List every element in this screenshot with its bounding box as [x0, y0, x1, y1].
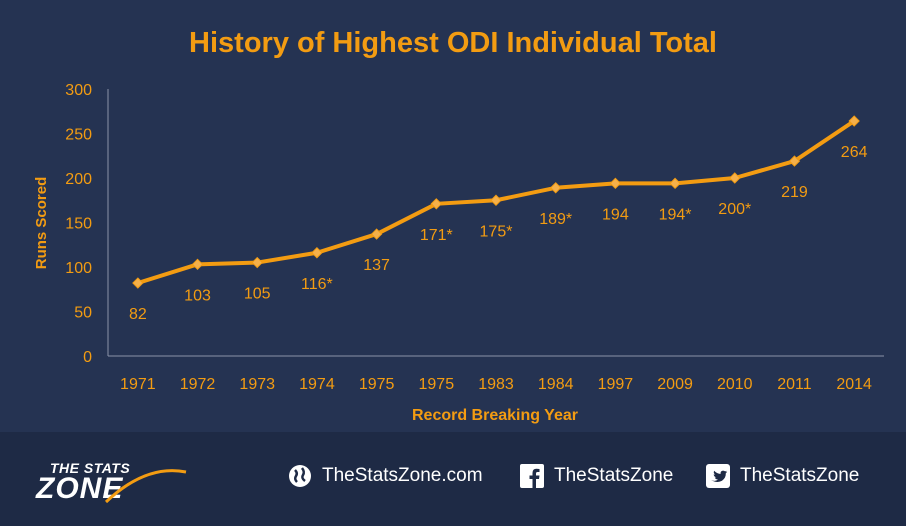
facebook-text: TheStatsZone [554, 465, 674, 486]
facebook-icon [520, 464, 544, 488]
y-tick-label: 300 [65, 82, 92, 99]
x-tick-label: 2011 [777, 376, 812, 393]
facebook-link[interactable]: TheStatsZone [520, 464, 673, 488]
data-point-marker [191, 258, 204, 271]
data-point-marker [132, 277, 144, 289]
data-labels: 82 103 105 116* 137 171* 175* 189* 194 194* 200* 21… [129, 144, 868, 323]
y-axis-label: Runs Scored [33, 177, 50, 270]
chart-panel: History of Highest ODI Individual Total … [0, 0, 906, 432]
x-tick-label: 1972 [180, 376, 216, 393]
data-point-marker [848, 115, 860, 127]
data-point-marker [430, 198, 443, 210]
footer: THE STATS ZONE TheStatsZone.com TheStats… [0, 432, 906, 526]
line-chart: History of Highest ODI Individual Total … [33, 27, 884, 424]
logo-swoosh-icon [104, 469, 187, 504]
data-label: 116* [301, 276, 333, 293]
website-link[interactable]: TheStatsZone.com [288, 464, 483, 488]
y-tick-label: 250 [65, 127, 92, 144]
y-tick-label: 200 [65, 171, 92, 188]
y-tick-label: 100 [65, 260, 92, 277]
data-label: 137 [363, 257, 390, 274]
y-tick-label: 50 [74, 305, 92, 322]
data-point-marker [549, 182, 562, 194]
data-point-marker [311, 247, 323, 259]
x-tick-label: 2014 [836, 376, 872, 393]
data-point-marker [251, 256, 263, 269]
data-label: 200* [718, 201, 751, 218]
data-label: 82 [129, 306, 147, 323]
x-tick-label: 1983 [478, 376, 514, 393]
data-point-marker [669, 177, 681, 190]
x-tick-label: 1974 [299, 376, 335, 393]
x-axis-label: Record Breaking Year [412, 407, 578, 424]
data-label: 189* [539, 211, 572, 228]
globe-icon [289, 465, 311, 487]
x-tick-label: 2009 [657, 376, 693, 393]
website-text: TheStatsZone.com [322, 465, 483, 486]
y-tick-labels: 0 50 100 150 200 250 300 [65, 82, 92, 366]
data-label: 103 [184, 287, 211, 304]
data-label: 219 [781, 184, 808, 201]
y-tick-label: 150 [65, 216, 92, 233]
data-label: 194 [602, 206, 629, 223]
data-point-marker [490, 194, 502, 206]
chart-title: History of Highest ODI Individual Total [189, 27, 717, 59]
stats-zone-logo: THE STATS ZONE [36, 454, 196, 508]
x-tick-label: 1973 [239, 376, 275, 393]
twitter-icon [706, 464, 730, 488]
data-label: 194* [659, 206, 692, 223]
logo-top-text: THE STATS [50, 460, 131, 476]
x-tick-labels: 1971 1972 1973 1974 1975 1975 1983 1984 1997 2009… [120, 376, 872, 393]
twitter-link[interactable]: TheStatsZone [706, 464, 859, 488]
data-point-marker [729, 172, 741, 184]
data-point-marker [609, 177, 622, 190]
data-label: 264 [841, 144, 868, 161]
twitter-text: TheStatsZone [740, 465, 860, 486]
x-tick-label: 1975 [419, 376, 455, 393]
x-tick-label: 2010 [717, 376, 753, 393]
data-label: 171* [420, 227, 453, 244]
x-tick-label: 1971 [120, 376, 156, 393]
data-point-marker [788, 155, 801, 167]
data-label: 105 [244, 286, 271, 303]
x-tick-label: 1984 [538, 376, 574, 393]
data-markers [132, 115, 860, 289]
x-tick-label: 1975 [359, 376, 395, 393]
data-label: 175* [480, 223, 513, 240]
data-point-marker [370, 228, 383, 240]
y-tick-label: 0 [83, 349, 92, 366]
x-tick-label: 1997 [598, 376, 634, 393]
